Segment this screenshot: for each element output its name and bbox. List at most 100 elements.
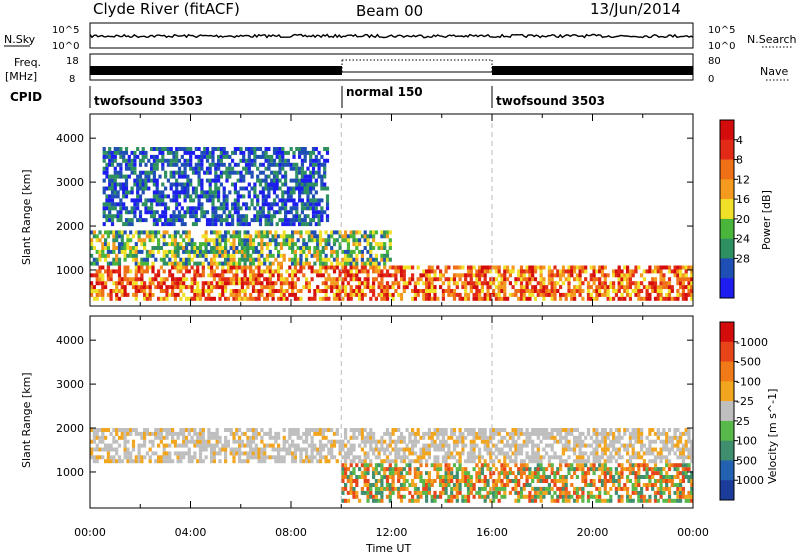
heatmap-cell-band-2 [138,162,143,167]
heatmap-cell-band-0 [634,285,638,290]
heatmap-cell-band-2 [325,218,330,223]
heatmap-cell-band-0 [497,292,501,297]
heatmap-cell-band-0 [606,467,610,472]
heatmap-cell-band-1 [198,431,203,436]
heatmap-cell-band-1 [427,447,431,452]
heatmap-cell-band-1 [310,455,314,460]
heatmap-cell-band-0 [366,277,370,282]
heatmap-cell-band-2 [164,174,168,179]
heatmap-cell-band-0 [171,273,175,278]
power-heatmap [90,114,694,306]
heatmap-cell-band-1 [500,428,504,432]
heatmap-cell-band-0 [355,483,359,487]
heatmap-cell-band-2 [208,222,212,227]
heatmap-cell-band-2 [161,182,165,187]
heatmap-cell-band-2 [250,150,254,155]
heatmap-cell-band-0 [249,277,253,282]
heatmap-cell-band-2 [155,178,159,183]
heatmap-cell-band-2 [303,154,307,159]
heatmap-cell-band-0 [171,281,175,286]
heatmap-cell-band-0 [662,479,666,483]
heatmap-cell-band-0 [176,265,180,270]
heatmap-cell-band-1 [104,230,108,235]
heatmap-cell-band-1 [173,246,177,250]
heatmap-cell-band-1 [140,249,144,254]
heatmap-cell-band-0 [427,273,431,278]
heatmap-cell-band-1 [176,253,180,258]
heatmap-cell-band-1 [117,249,122,254]
heatmap-cell-band-0 [372,498,376,503]
heatmap-cell-band-2 [161,214,165,219]
heatmap-cell-band-1 [165,242,169,247]
heatmap-cell-band-2 [155,166,159,171]
heatmap-cell-band-1 [218,439,222,444]
heatmap-cell-band-1 [369,249,373,254]
heatmap-cell-band-1 [631,455,635,460]
heatmap-cell-band-0 [162,289,166,293]
heatmap-cell-band-2 [141,182,145,187]
heatmap-cell-band-1 [291,261,295,266]
heatmap-cell-band-1 [212,230,216,235]
heatmap-cell-band-1 [330,451,334,456]
heatmap-cell-band-1 [439,443,443,448]
heatmap-cell-band-1 [182,230,186,235]
heatmap-cell-band-0 [207,296,211,301]
heatmap-cell-band-1 [609,431,613,436]
heatmap-cell-band-0 [567,273,571,278]
heatmap-cell-band-1 [274,246,278,250]
heatmap-cell-band-0 [344,467,348,472]
heatmap-cell-band-1 [145,230,149,235]
heatmap-cell-band-0 [550,467,554,472]
heatmap-cell-band-2 [225,178,229,183]
heatmap-cell-band-1 [296,261,300,266]
heatmap-cell-band-1 [383,451,387,456]
heatmap-cell-band-1 [204,242,208,247]
heatmap-cell-band-2 [166,147,170,151]
heatmap-cell-band-1 [492,443,496,448]
heatmap-cell-band-1 [268,253,272,258]
heatmap-cell-band-1 [196,459,200,464]
heatmap-cell-band-1 [366,249,370,254]
heatmap-cell-band-1 [151,439,155,444]
heatmap-cell-band-0 [436,296,440,301]
heatmap-cell-band-2 [208,218,212,223]
heatmap-cell-band-0 [98,269,102,274]
heatmap-cell-band-1 [157,443,161,448]
heatmap-cell-band-2 [309,190,313,195]
heatmap-cell-band-0 [168,285,172,290]
heatmap-cell-band-0 [528,292,532,297]
heatmap-cell-band-0 [575,494,579,499]
heatmap-cell-band-1 [372,435,376,440]
heatmap-cell-band-2 [306,202,310,207]
heatmap-cell-band-0 [143,289,147,293]
heatmap-cell-band-1 [338,230,342,235]
heatmap-cell-band-1 [330,253,334,258]
heatmap-cell-band-1 [109,455,113,460]
colorbar-swatch [720,218,734,239]
heatmap-cell-band-2 [242,178,246,183]
heatmap-cell-band-2 [239,186,243,191]
heatmap-cell-band-1 [335,261,339,266]
heatmap-cell-band-0 [637,285,641,290]
heatmap-cell-band-0 [466,475,471,479]
heatmap-cell-band-0 [640,475,644,479]
heatmap-cell-band-0 [539,281,543,286]
heatmap-cell-band-1 [422,447,426,452]
heatmap-cell-band-1 [573,443,577,448]
heatmap-cell-band-1 [145,249,149,254]
heatmap-cell-band-1 [631,443,635,448]
heatmap-cell-band-1 [444,455,448,460]
heatmap-cell-band-1 [433,459,437,464]
heatmap-cell-band-2 [242,194,246,199]
heatmap-cell-band-2 [300,218,304,223]
heatmap-cell-band-0 [506,463,510,468]
heatmap-cell-band-1 [154,246,158,250]
heatmap-cell-band-2 [197,206,201,211]
heatmap-cell-band-1 [531,443,535,448]
heatmap-cell-band-1 [430,443,434,448]
heatmap-cell-band-0 [416,494,420,499]
heatmap-cell-band-1 [165,431,169,436]
heatmap-cell-band-1 [95,455,99,460]
heatmap-cell-band-1 [316,431,320,436]
heatmap-cell-band-1 [595,431,599,436]
